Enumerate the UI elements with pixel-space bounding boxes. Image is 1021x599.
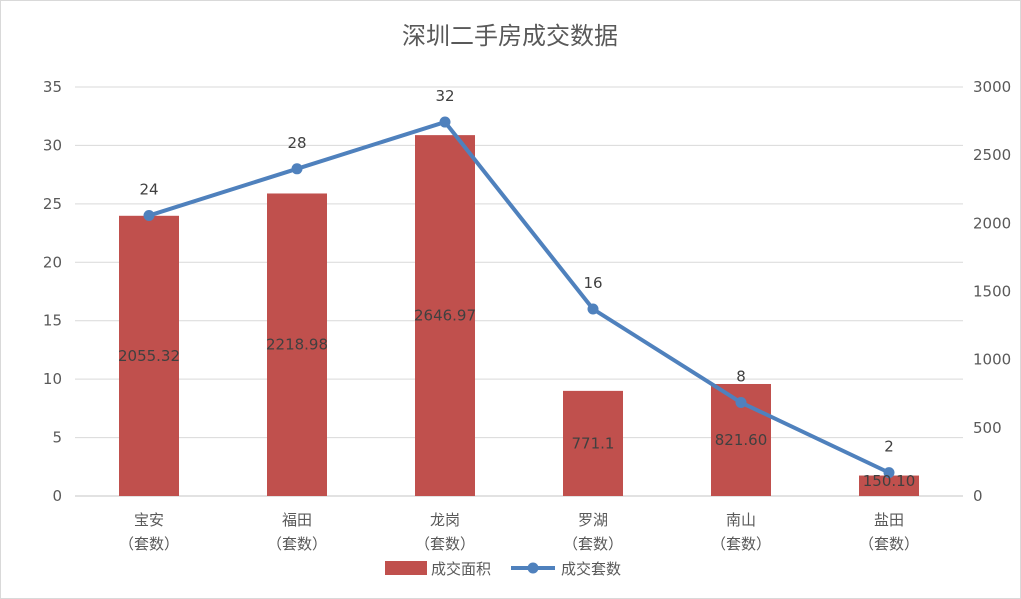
line-point-5 [883,467,895,479]
right-axis-tick: 1000 [973,351,1011,369]
left-axis-tick: 0 [52,487,62,505]
bar-2 [415,135,475,496]
line-point-2 [439,116,451,128]
category-label: 南山 [726,511,756,529]
bar-1 [267,193,327,496]
line-point-0 [143,210,155,222]
left-axis-tick: 25 [43,195,62,213]
legend-bar-label: 成交面积 [431,560,491,578]
bar-0 [119,215,179,496]
category-label: 福田 [282,511,312,529]
line-data-label: 28 [287,134,306,152]
chart-title: 深圳二手房成交数据 [402,22,618,50]
left-axis-tick: 30 [43,136,62,154]
category-label: 宝安 [134,511,164,529]
left-axis-tick: 15 [43,312,62,330]
category-label: 盐田 [874,511,904,529]
bar-5 [859,475,919,496]
right-axis-tick: 3000 [973,78,1011,96]
bar-data-label: 2646.97 [414,307,476,325]
bar-data-label: 2218.98 [266,336,328,354]
legend-line-marker [527,562,539,574]
category-sublabel: （套数） [119,535,179,553]
category-sublabel: （套数） [267,535,327,553]
bar-data-label: 821.60 [715,431,768,449]
bar-data-label: 771.1 [572,434,615,452]
line-data-label: 8 [736,368,746,386]
right-axis-tick: 2500 [973,146,1011,164]
bar-data-label: 2055.32 [118,347,180,365]
left-axis-tick: 10 [43,370,62,388]
category-label: 龙岗 [430,511,460,529]
right-axis-tick: 500 [973,419,1002,437]
line-point-1 [291,163,303,175]
bar-data-label: 150.10 [863,472,916,490]
line-point-3 [587,303,599,315]
legend-line-label: 成交套数 [561,560,621,578]
category-sublabel: （套数） [711,535,771,553]
right-axis-tick: 1500 [973,283,1011,301]
right-axis-tick: 0 [973,487,983,505]
line-data-label: 2 [884,438,894,456]
category-sublabel: （套数） [415,535,475,553]
left-axis-tick: 20 [43,253,62,271]
line-point-4 [735,397,747,409]
left-axis-tick: 5 [52,429,62,447]
line-series [148,120,890,475]
bar-3 [563,390,623,496]
category-sublabel: （套数） [859,535,919,553]
left-axis-tick: 35 [43,78,62,96]
legend-bar-swatch [385,561,427,575]
line-data-label: 24 [139,181,158,199]
category-sublabel: （套数） [563,535,623,553]
line-data-label: 32 [435,87,454,105]
category-label: 罗湖 [578,511,608,529]
line-data-label: 16 [583,274,602,292]
right-axis-tick: 2000 [973,214,1011,232]
